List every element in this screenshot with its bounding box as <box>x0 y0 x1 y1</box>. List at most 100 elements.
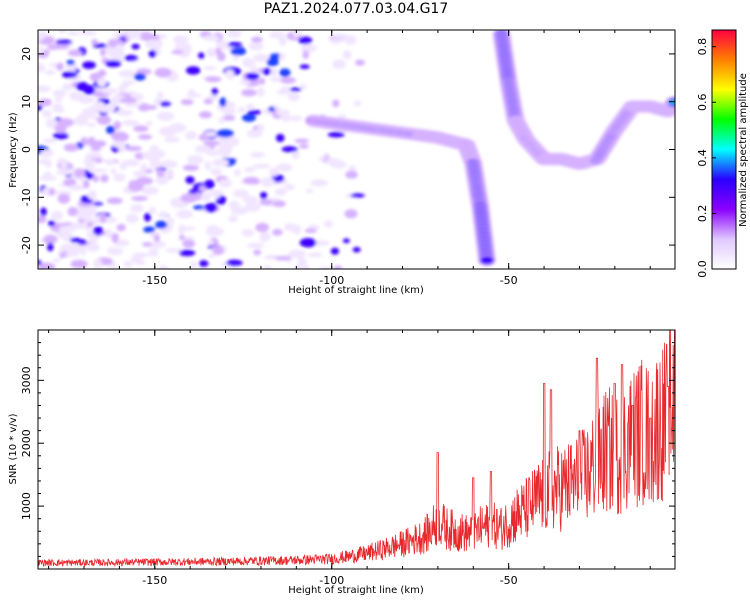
heatmap-blob <box>667 99 675 105</box>
heatmap-blob <box>69 237 81 243</box>
heatmap-blob <box>87 136 96 147</box>
heatmap-blob <box>149 144 160 154</box>
heatmap-blob <box>113 173 126 182</box>
heatmap-blob <box>142 242 153 247</box>
heatmap-blob <box>119 161 127 171</box>
heatmap-blob <box>323 220 333 228</box>
heatmap-blob <box>63 143 79 152</box>
heatmap-blob <box>133 125 149 132</box>
heatmap-blob <box>230 47 247 56</box>
heatmap-blob <box>288 249 306 259</box>
heatmap-blob <box>69 184 86 191</box>
heatmap-blob <box>230 137 239 147</box>
heatmap-blob <box>105 60 122 68</box>
heatmap-blob <box>176 209 194 219</box>
heatmap-blob <box>92 201 104 206</box>
heatmap-blob <box>248 41 264 51</box>
heatmap-blob <box>250 151 266 158</box>
heatmap-blob <box>56 107 65 114</box>
heatmap-blob <box>226 30 242 39</box>
heatmap-blob <box>244 167 256 173</box>
heatmap-blob <box>253 53 270 63</box>
heatmap-blob <box>124 54 139 62</box>
heatmap-blob <box>198 134 209 141</box>
chart-title: PAZ1.2024.077.03.04.G17 <box>263 1 449 17</box>
y-tick-label: -20 <box>20 236 33 254</box>
heatmap-blob <box>210 167 222 176</box>
heatmap-blob <box>90 206 97 215</box>
heatmap-blob <box>172 35 189 45</box>
heatmap-blob <box>281 146 298 153</box>
heatmap-blob <box>99 213 107 224</box>
heatmap-blob <box>180 193 198 203</box>
heatmap-blob <box>481 257 492 263</box>
heatmap-blob <box>253 249 262 256</box>
heatmap-blob <box>87 189 97 200</box>
heatmap-blob <box>215 39 229 48</box>
heatmap-blob <box>205 76 222 83</box>
heatmap-blob <box>204 179 215 190</box>
heatmap-blob <box>115 109 134 116</box>
heatmap-blob <box>118 69 137 78</box>
heatmap-blob <box>272 228 283 236</box>
heatmap-blob <box>160 160 178 169</box>
heatmap-blob <box>43 234 58 245</box>
heatmap-blob <box>52 132 69 140</box>
heatmap-blob <box>299 83 307 90</box>
heatmap-blob <box>188 88 196 99</box>
heatmap-blob <box>96 77 107 88</box>
heatmap-blob <box>307 252 323 258</box>
x-tick-label: -150 <box>142 574 167 587</box>
heatmap-blob <box>107 39 122 46</box>
heatmap-blob <box>260 177 275 187</box>
y-tick-label: 20 <box>20 47 33 61</box>
heatmap-blob <box>300 44 317 53</box>
heatmap-blob <box>243 176 260 185</box>
heatmap-blob <box>88 233 97 243</box>
heatmap-blob <box>123 159 140 167</box>
heatmap-blob <box>78 30 97 36</box>
heatmap-blob <box>38 262 56 269</box>
heatmap-blob <box>239 79 251 85</box>
heatmap-blob <box>350 193 365 198</box>
heatmap-blob <box>108 247 123 256</box>
heatmap-blob <box>133 73 146 81</box>
heatmap-blob <box>259 77 266 85</box>
heatmap-blob <box>96 115 112 125</box>
heatmap-blob <box>279 52 286 61</box>
heatmap-blob <box>198 111 212 119</box>
heatmap-blob <box>302 50 310 60</box>
heatmap-blob <box>82 179 90 189</box>
heatmap-blob <box>84 161 95 170</box>
heatmap-blob <box>105 158 116 166</box>
heatmap-blob <box>270 68 278 76</box>
snr-panel: -150 -100 -50 1000 2000 3000 Height of straig… <box>8 329 676 596</box>
heatmap-blob <box>305 188 314 194</box>
heatmap-blob <box>206 47 216 58</box>
heatmap-blob <box>246 129 263 138</box>
heatmap-blob <box>268 106 276 112</box>
heatmap-blob <box>62 71 76 79</box>
x-tick-label: -100 <box>319 274 344 287</box>
heatmap-blob <box>116 223 126 232</box>
heatmap-blob <box>41 149 55 156</box>
heatmap-blob <box>241 229 255 237</box>
heatmap-blob <box>252 163 271 169</box>
heatmap-blob <box>134 260 146 265</box>
spectrogram-ylabel: Frequency (Hz) <box>8 112 19 188</box>
heatmap-blob <box>137 134 153 140</box>
colorbar-tick-label: 0.4 <box>696 149 709 167</box>
heatmap-blob <box>222 107 236 116</box>
colorbar-tick-label: 0.6 <box>696 94 709 112</box>
heatmap-blob <box>119 97 138 104</box>
heatmap-blob <box>216 129 234 138</box>
heatmap-blob <box>76 210 94 220</box>
heatmap-blob <box>38 46 45 52</box>
heatmap-blob <box>136 93 144 102</box>
heatmap-blob <box>330 247 340 255</box>
y-tick-label: -10 <box>20 188 33 206</box>
heatmap-blob <box>203 140 220 146</box>
heatmap-blob <box>157 265 169 269</box>
heatmap-blob <box>93 101 105 110</box>
